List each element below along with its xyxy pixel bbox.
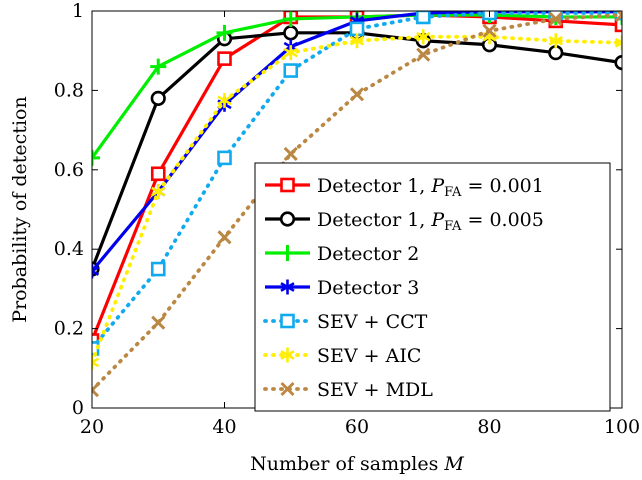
legend-marker (279, 245, 296, 261)
legend-item-detector-2: Detector 2 (265, 243, 419, 265)
legend-label: Detector 3 (317, 277, 419, 299)
legend-item-sev-aic: SEV + AIC (263, 345, 421, 367)
series-line-sev-cct (92, 11, 622, 351)
legend-item-sev-mdl: SEV + MDL (263, 379, 433, 401)
data-point-sev-aic (283, 45, 298, 61)
data-point-sev-mdl (548, 11, 563, 27)
data-point-sev-mdl (283, 146, 298, 161)
y-axis-label: Probability of detection (9, 96, 31, 322)
data-point-sev-mdl (151, 315, 166, 330)
legend-label: Detector 1, PFA = 0.005 (317, 209, 544, 234)
data-point-detector-2 (92, 149, 100, 166)
legend-marker (280, 313, 295, 329)
legend-label: Detector 2 (317, 243, 419, 265)
data-point-sev-aic (92, 354, 100, 370)
data-point-detector-2 (216, 24, 233, 41)
x-axis-label: Number of samples M (250, 453, 464, 475)
legend-marker (280, 279, 295, 295)
legend-item-detector-1-p-fa-0-001: Detector 1, PFA = 0.001 (265, 175, 544, 200)
data-point-sev-aic (151, 184, 166, 200)
data-point-detector-3 (92, 263, 100, 279)
legend-marker (280, 381, 295, 397)
data-point-sev-aic (349, 33, 365, 49)
y-tick-label: 0.2 (54, 318, 84, 340)
data-point-detector-1-p-fa-0-005 (283, 25, 299, 41)
y-tick-label: 0.8 (54, 79, 84, 101)
data-point-sev-aic (614, 35, 622, 51)
data-point-sev-cct (150, 261, 166, 277)
legend-label: Detector 1, PFA = 0.001 (317, 175, 544, 200)
legend-item-detector-1-p-fa-0-005: Detector 1, PFA = 0.005 (265, 209, 544, 234)
y-tick-label: 0.6 (54, 159, 84, 181)
data-point-sev-mdl (614, 11, 622, 23)
ticks-layer: 20 40 60 80 100 0 0.2 0.4 0.6 0.8 1 (54, 0, 640, 438)
data-point-detector-1-p-fa-0-005 (614, 55, 622, 71)
x-tick-label: 80 (477, 416, 501, 438)
data-point-sev-cct (283, 63, 299, 78)
data-point-sev-cct (349, 21, 365, 37)
legend-item-detector-3: Detector 3 (265, 277, 419, 299)
legend: Detector 1, PFA = 0.001 Detector 1, PFA =… (254, 162, 611, 412)
data-point-detector-1-p-fa-0-001 (150, 166, 166, 182)
x-tick-label: 60 (345, 416, 369, 438)
series-sev-aic (92, 29, 622, 370)
legend-label: SEV + MDL (317, 379, 433, 401)
data-point-detector-1-p-fa-0-005 (150, 90, 166, 106)
x-tick-label: 40 (212, 416, 236, 438)
legend-item-sev-cct: SEV + CCT (263, 311, 428, 333)
legend-marker (279, 211, 296, 227)
data-point-detector-1-p-fa-0-001 (217, 51, 232, 66)
data-point-sev-mdl (349, 87, 365, 102)
data-point-sev-cct (415, 11, 431, 25)
data-point-sev-cct (614, 11, 622, 21)
data-point-sev-aic (217, 92, 232, 108)
data-point-detector-2 (150, 58, 167, 75)
series-layer (92, 11, 622, 398)
data-point-sev-mdl (416, 47, 431, 62)
data-point-sev-mdl (217, 230, 232, 245)
x-tick-label: 100 (604, 416, 640, 438)
legend-label: SEV + AIC (317, 345, 421, 367)
y-tick-label: 1 (72, 0, 84, 22)
data-point-sev-aic (416, 29, 431, 45)
data-point-sev-cct (217, 150, 232, 166)
data-point-sev-mdl (482, 23, 497, 38)
series-sev-mdl (92, 11, 622, 398)
x-tick-label: 20 (80, 416, 104, 438)
data-point-detector-1-p-fa-0-001 (614, 17, 622, 33)
data-point-sev-aic (548, 33, 563, 49)
legend-box (254, 162, 611, 412)
legend-marker (280, 177, 295, 193)
y-tick-label: 0 (72, 397, 84, 419)
data-point-sev-mdl (92, 383, 100, 398)
legend-marker (280, 347, 295, 363)
y-tick-label: 0.4 (54, 238, 84, 260)
legend-label: SEV + CCT (317, 311, 428, 333)
data-point-detector-2 (282, 11, 299, 27)
